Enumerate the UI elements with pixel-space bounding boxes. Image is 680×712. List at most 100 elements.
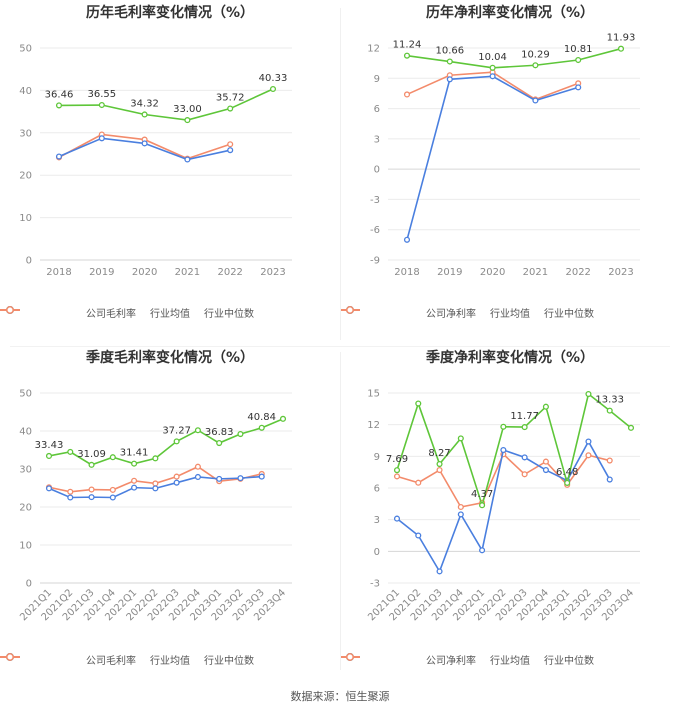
data-point-industry-avg[interactable] (67, 494, 74, 501)
data-point-industry-avg[interactable] (479, 547, 486, 554)
legend-item-industry-avg[interactable]: 行业均值 (0, 305, 190, 320)
data-point-industry-median[interactable] (415, 479, 422, 486)
data-point-company[interactable] (184, 117, 191, 124)
data-point-industry-median[interactable] (457, 503, 464, 511)
data-point-company[interactable] (67, 448, 74, 455)
legend-item-company[interactable]: 公司毛利率 (0, 305, 136, 320)
data-point-industry-median[interactable] (585, 452, 592, 459)
data-point-company[interactable] (500, 423, 507, 430)
data-point-industry-avg[interactable] (542, 467, 549, 474)
data-point-company[interactable] (152, 455, 159, 462)
data-point-industry-avg[interactable] (131, 484, 138, 491)
data-point-industry-median[interactable] (521, 471, 528, 478)
data-point-company[interactable] (489, 64, 496, 71)
data-point-company[interactable] (98, 101, 105, 109)
data-point-company[interactable] (88, 461, 95, 468)
data-point-industry-avg[interactable] (184, 156, 191, 163)
data-point-company[interactable] (269, 85, 277, 93)
data-point-industry-median[interactable] (109, 486, 116, 493)
data-point-industry-avg[interactable] (45, 485, 53, 492)
data-point-industry-avg[interactable] (141, 140, 148, 147)
data-point-company[interactable] (393, 467, 401, 474)
data-point-company[interactable] (585, 391, 592, 398)
legend-item-company[interactable]: 公司毛利率 (0, 652, 136, 667)
data-point-industry-avg[interactable] (98, 135, 105, 142)
data-point-company[interactable] (564, 479, 571, 486)
legend-item-industry-median[interactable]: 行业中位数 (340, 652, 594, 667)
data-point-company[interactable] (457, 435, 464, 442)
data-point-company[interactable] (542, 403, 549, 410)
data-point-industry-avg[interactable] (489, 73, 496, 80)
data-point-company[interactable] (446, 58, 453, 65)
data-point-industry-avg[interactable] (88, 494, 95, 501)
legend-item-industry-median[interactable]: 行业中位数 (0, 305, 254, 320)
data-point-company[interactable] (141, 111, 148, 118)
data-point-company[interactable] (403, 52, 411, 59)
data-point-company[interactable] (45, 452, 53, 460)
data-point-company[interactable] (436, 460, 443, 468)
data-point-industry-avg[interactable] (585, 438, 592, 445)
data-point-company[interactable] (532, 62, 539, 69)
data-point-industry-median[interactable] (67, 488, 74, 495)
data-point-industry-median[interactable] (173, 473, 180, 480)
legend-item-company[interactable]: 公司净利率 (340, 652, 476, 667)
data-point-industry-avg[interactable] (436, 568, 443, 575)
data-point-industry-avg[interactable] (606, 476, 613, 483)
data-point-company[interactable] (575, 56, 582, 64)
data-point-industry-median[interactable] (152, 480, 159, 487)
data-point-industry-avg[interactable] (446, 76, 453, 83)
data-point-industry-avg[interactable] (457, 511, 464, 518)
data-point-company[interactable] (627, 424, 635, 431)
data-point-industry-avg[interactable] (109, 494, 116, 501)
legend-item-industry-avg[interactable]: 行业均值 (0, 652, 190, 667)
data-point-company[interactable] (227, 105, 234, 112)
data-point-industry-avg[interactable] (575, 84, 582, 91)
legend-item-company[interactable]: 公司净利率 (340, 305, 476, 320)
data-point-company[interactable] (237, 430, 244, 438)
data-point-industry-avg[interactable] (216, 475, 223, 482)
data-point-industry-avg[interactable] (415, 532, 422, 539)
data-point-industry-avg[interactable] (403, 236, 411, 243)
data-point-industry-avg[interactable] (237, 475, 244, 482)
data-point-industry-avg[interactable] (55, 153, 63, 160)
legend-item-industry-avg[interactable]: 行业均值 (340, 652, 530, 667)
data-point-industry-median[interactable] (436, 467, 443, 474)
data-point-company[interactable] (131, 460, 138, 467)
data-point-industry-avg[interactable] (532, 97, 539, 104)
data-point-company[interactable] (415, 400, 422, 407)
data-point-company[interactable] (173, 438, 180, 445)
data-point-industry-avg[interactable] (194, 473, 201, 481)
legend-item-industry-median[interactable]: 行业中位数 (340, 305, 594, 320)
data-point-industry-avg[interactable] (227, 147, 234, 154)
data-point-industry-avg[interactable] (173, 479, 180, 486)
data-point-company[interactable] (606, 407, 613, 414)
data-point-industry-median[interactable] (88, 486, 95, 493)
data-point-industry-avg[interactable] (152, 485, 159, 492)
data-point-industry-median[interactable] (227, 141, 234, 148)
legend-item-industry-avg[interactable]: 行业均值 (340, 305, 530, 320)
data-point-industry-median[interactable] (542, 458, 549, 465)
data-point-industry-avg[interactable] (393, 515, 401, 522)
data-point-industry-median[interactable] (194, 463, 201, 470)
legend-item-industry-median[interactable]: 行业中位数 (0, 652, 254, 667)
data-point-company[interactable] (279, 415, 287, 422)
data-point-company[interactable] (258, 424, 265, 431)
data-point-company[interactable] (521, 424, 528, 431)
data-point-company[interactable] (55, 102, 63, 109)
data-point-company[interactable] (194, 427, 201, 434)
data-point-industry-avg[interactable] (500, 446, 507, 454)
data-point-industry-median[interactable] (606, 457, 613, 464)
quarter-gross-legend: 公司毛利率 行业均值 行业中位数 (0, 652, 340, 667)
data-point-industry-median[interactable] (393, 473, 401, 480)
y-tick-label: 30 (19, 465, 32, 476)
data-point-industry-avg[interactable] (258, 473, 265, 480)
data-point-company[interactable] (109, 454, 116, 461)
data-point-company[interactable] (216, 439, 223, 447)
data-point-company[interactable] (479, 502, 486, 509)
legend-avg-label: 行业均值 (150, 656, 190, 667)
data-point-industry-median[interactable] (403, 91, 411, 98)
data-point-industry-median[interactable] (131, 477, 138, 484)
series-line-company (406, 47, 622, 69)
data-point-company[interactable] (617, 45, 625, 52)
data-point-industry-avg[interactable] (521, 454, 528, 461)
